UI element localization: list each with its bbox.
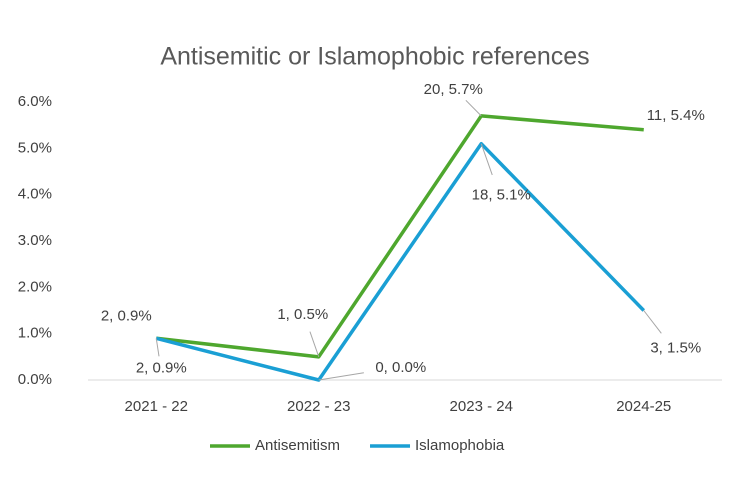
- data-label: 11, 5.4%: [647, 107, 705, 124]
- data-label: 1, 0.5%: [277, 306, 328, 323]
- leader-line: [465, 99, 482, 117]
- data-label: 3, 1.5%: [650, 339, 701, 356]
- leader-line: [155, 338, 160, 357]
- x-tick-label: 2022 - 23: [287, 398, 350, 415]
- y-tick-label: 4.0%: [18, 186, 52, 203]
- leader-line: [643, 310, 662, 334]
- y-tick-label: 0.0%: [18, 371, 52, 388]
- leader-line: [309, 331, 320, 357]
- legend-label: Islamophobia: [415, 437, 505, 454]
- data-label: 18, 5.1%: [472, 187, 531, 204]
- leader-line: [318, 372, 364, 381]
- line: [156, 114, 644, 359]
- y-tick-label: 2.0%: [18, 278, 52, 295]
- x-tick-label: 2024-25: [616, 398, 671, 415]
- y-tick-label: 1.0%: [18, 325, 52, 342]
- y-tick-label: 5.0%: [18, 139, 52, 156]
- chart-title: Antisemitic or Islamophobic references: [160, 43, 589, 71]
- data-label: 0, 0.0%: [375, 359, 426, 376]
- legend-label: Antisemitism: [255, 437, 340, 454]
- y-tick-label: 6.0%: [18, 93, 52, 110]
- leader-line: [480, 143, 493, 176]
- data-label: 20, 5.7%: [424, 81, 483, 98]
- x-tick-label: 2023 - 24: [450, 398, 513, 415]
- y-tick-label: 3.0%: [18, 232, 52, 249]
- x-tick-label: 2021 - 22: [125, 398, 188, 415]
- data-label: 2, 0.9%: [136, 359, 187, 376]
- line: [155, 141, 646, 382]
- data-label: 2, 0.9%: [101, 307, 152, 324]
